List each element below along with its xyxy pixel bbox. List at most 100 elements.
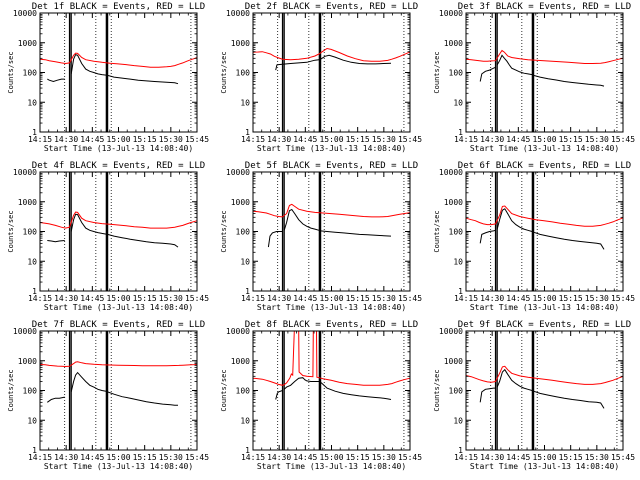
x-tick-label: 14:15 [454,453,478,462]
x-tick-label: 15:45 [611,453,635,462]
x-tick-label: 14:45 [506,135,530,144]
y-axis-label: Counts/sec [220,210,228,252]
series-events-line [479,229,496,244]
y-tick-label: 10000 [226,327,250,336]
chart-panel-3: Det 3f BLACK = Events, RED = LLD 1 10 100 10… [433,2,635,153]
y-tick-label: 10 [240,257,250,266]
series-events-line [496,368,533,391]
series-events-line [107,74,179,85]
x-tick-label: 14:30 [267,294,291,303]
x-tick-label: 14:30 [54,294,78,303]
y-tick-label: 10000 [13,327,37,336]
y-axis-label: Counts/sec [7,210,15,252]
series-lld-line [252,330,411,386]
plot-frame [39,12,198,133]
x-tick-label: 15:00 [106,294,130,303]
x-tick-label: 14:45 [293,294,317,303]
x-tick-label: 14:45 [506,453,530,462]
chart-panel-6: Det 6f BLACK = Events, RED = LLD 1 10 100 10… [433,161,635,312]
series-events-line [70,53,107,76]
series-events-line [320,381,392,400]
series-events-line [267,231,283,248]
series-events-line [107,391,178,406]
x-tick-label: 15:45 [398,135,422,144]
y-tick-label: 10 [453,98,463,107]
y-tick-label: 1 [458,128,463,137]
y-tick-label: 10 [240,416,250,425]
chart-panel-5: Det 5f BLACK = Events, RED = LLD 1 10 100 10… [220,161,422,312]
x-tick-label: 14:15 [454,294,478,303]
x-tick-label: 15:15 [559,294,583,303]
y-tick-label: 10000 [226,168,250,177]
x-axis-label: Start Time (13-Jul-13 14:08:40) [257,303,406,312]
series-events-line [533,231,605,250]
y-tick-label: 100 [23,69,38,78]
x-tick-label: 14:45 [80,135,104,144]
x-tick-label: 15:45 [398,453,422,462]
y-tick-label: 100 [23,387,38,396]
y-tick-label: 1 [32,446,37,455]
x-tick-label: 15:45 [185,294,209,303]
x-tick-label: 14:15 [28,453,52,462]
y-tick-label: 10000 [439,9,463,18]
x-axis-label: Start Time (13-Jul-13 14:08:40) [44,303,193,312]
series-events-line [533,390,605,409]
y-tick-label: 1000 [231,198,250,207]
y-tick-label: 1000 [231,357,250,366]
x-tick-label: 14:45 [80,453,104,462]
y-tick-label: 100 [236,387,251,396]
y-tick-label: 10 [240,98,250,107]
chart-panel-1: Det 1f BLACK = Events, RED = LLD 1 10 100 10… [7,2,209,153]
y-tick-label: 1000 [444,357,463,366]
series-lld-line [39,52,198,68]
x-tick-label: 15:15 [133,453,157,462]
y-tick-label: 10 [27,98,37,107]
y-tick-label: 100 [236,228,251,237]
y-tick-label: 10000 [439,168,463,177]
series-events-line [70,213,107,235]
x-tick-label: 14:15 [241,294,265,303]
y-tick-label: 10000 [13,9,37,18]
plot-frame [39,171,198,292]
series-events-line [283,377,319,390]
y-tick-label: 1000 [444,198,463,207]
y-tick-label: 1000 [231,39,250,48]
x-axis-label: Start Time (13-Jul-13 14:08:40) [470,462,619,471]
y-axis-label: Counts/sec [7,369,15,411]
x-tick-label: 14:15 [241,135,265,144]
series-events-line [47,78,65,83]
y-tick-label: 10000 [226,9,250,18]
chart-panel-9: Det 9f BLACK = Events, RED = LLD 1 10 100 10… [433,320,635,471]
y-tick-label: 100 [449,69,464,78]
series-lld-line [465,49,624,64]
y-tick-label: 100 [449,387,464,396]
chart-title: Det 9f BLACK = Events, RED = LLD [458,320,631,330]
chart-title: Det 6f BLACK = Events, RED = LLD [458,161,631,171]
chart-title: Det 5f BLACK = Events, RED = LLD [245,161,418,171]
y-tick-label: 100 [23,228,38,237]
y-axis-label: Counts/sec [433,210,441,252]
x-tick-label: 14:15 [241,453,265,462]
plot-frame [465,330,624,451]
y-tick-label: 1 [245,287,250,296]
chart-title: Det 1f BLACK = Events, RED = LLD [32,2,205,12]
y-tick-label: 1 [245,128,250,137]
y-tick-label: 1000 [18,198,37,207]
x-axis-label: Start Time (13-Jul-13 14:08:40) [470,144,619,153]
x-tick-label: 14:45 [293,453,317,462]
chart-panel-7: Det 7f BLACK = Events, RED = LLD 1 10 100 10… [7,320,209,471]
series-events-line [70,371,107,393]
series-events-line [533,74,605,87]
plot-frame [39,330,198,451]
x-tick-label: 15:30 [585,294,609,303]
series-events-line [496,54,533,76]
x-tick-label: 15:00 [106,135,130,144]
x-tick-label: 15:30 [585,453,609,462]
y-tick-label: 1000 [18,39,37,48]
chart-panel-4: Det 4f BLACK = Events, RED = LLD 1 10 100 10… [7,161,209,312]
series-events-line [479,387,496,403]
x-tick-label: 15:15 [346,453,370,462]
x-axis-label: Start Time (13-Jul-13 14:08:40) [257,462,406,471]
x-tick-label: 15:30 [372,135,396,144]
